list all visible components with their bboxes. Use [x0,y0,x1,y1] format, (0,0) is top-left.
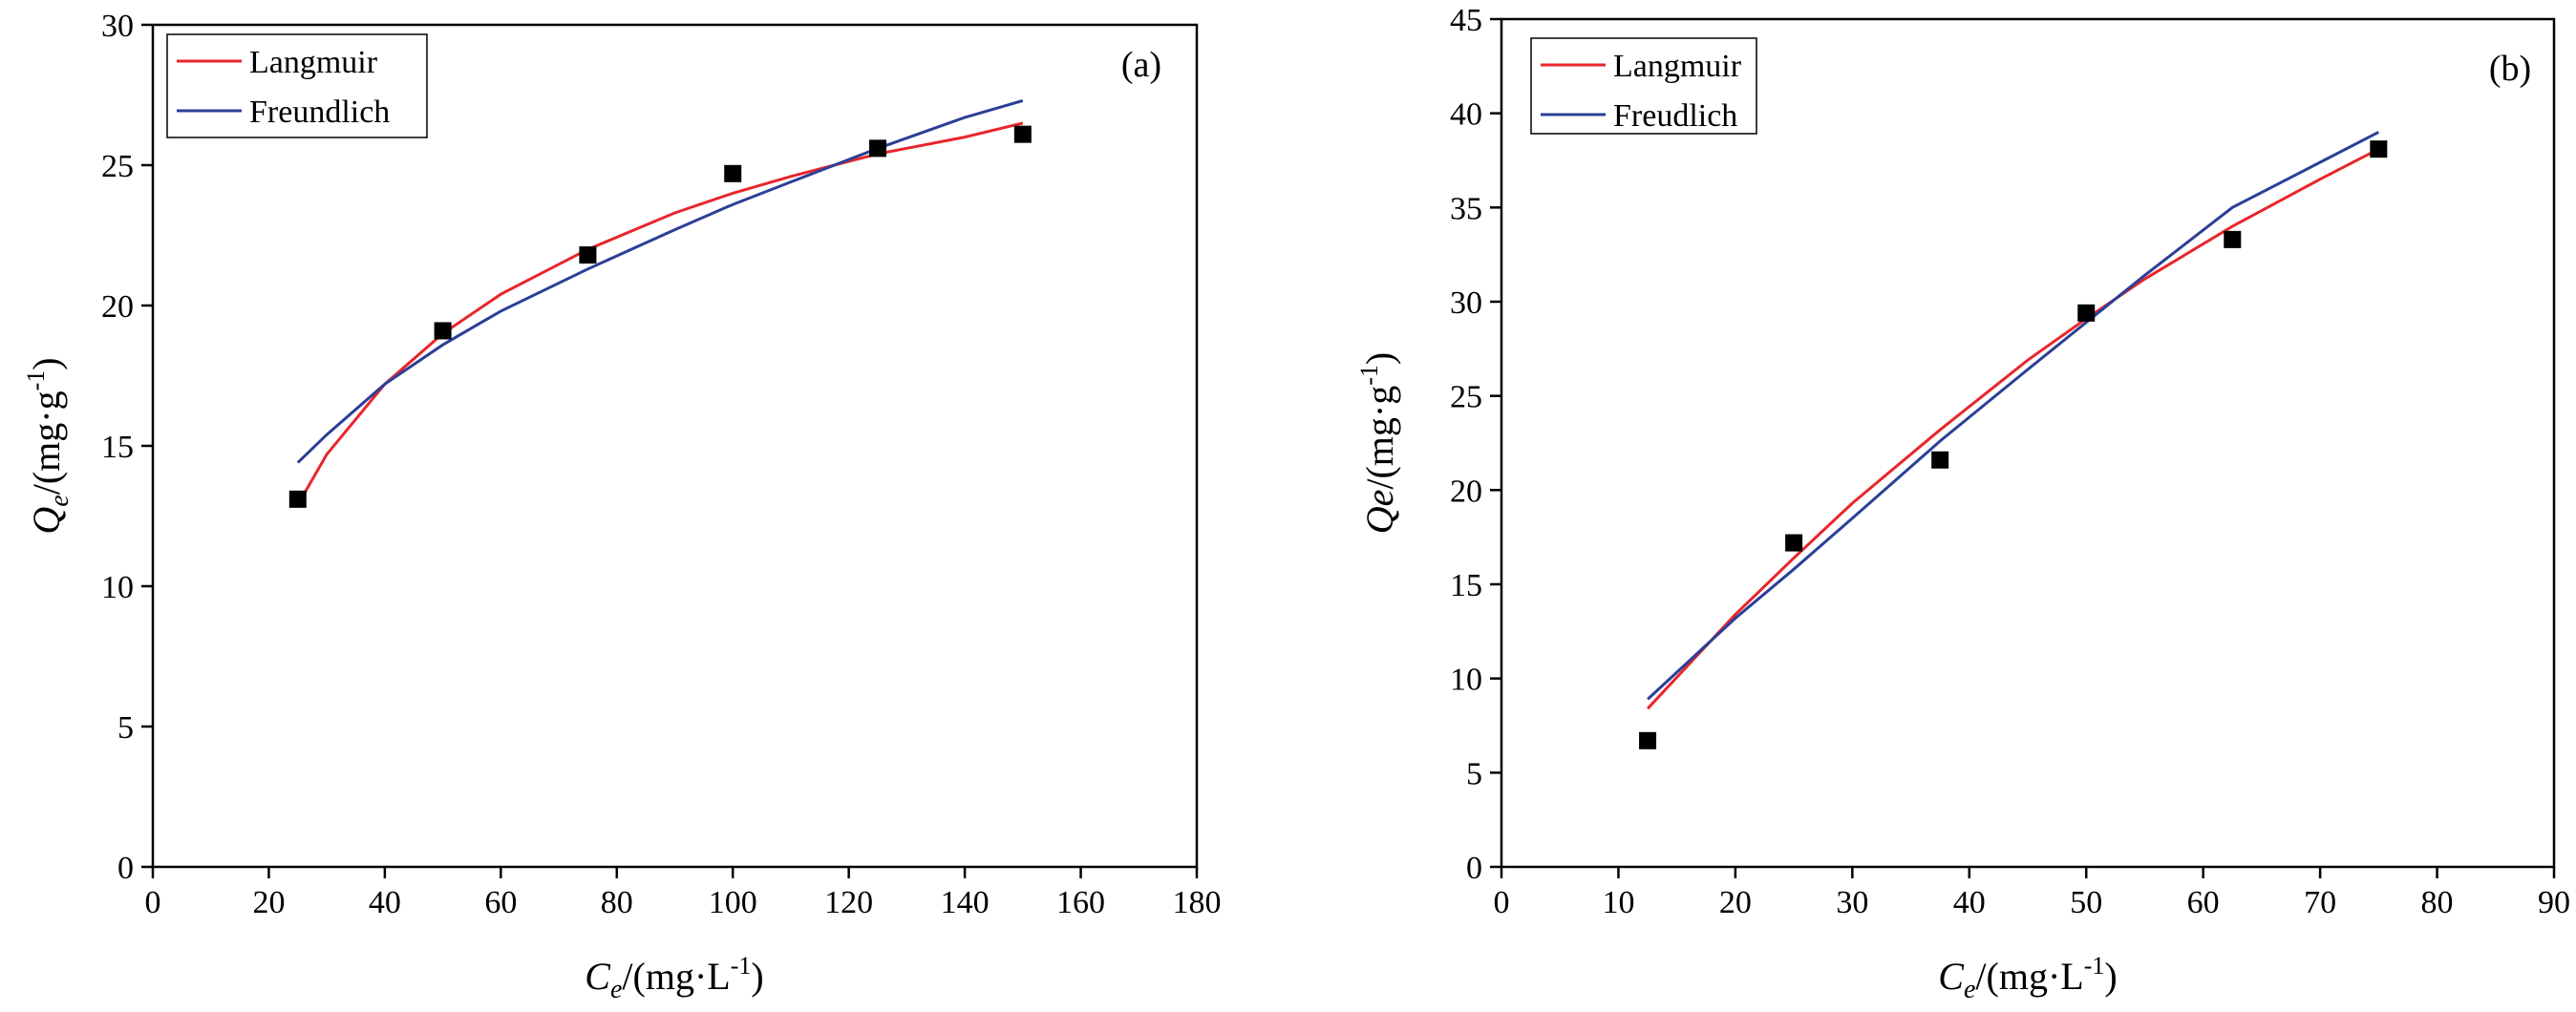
x-tick-label: 120 [824,885,873,920]
x-tick-label: 30 [1836,885,1868,920]
y-tick-label: 15 [1450,568,1482,603]
x-axis-title: Ce/(mg·L-1) [585,952,763,1004]
x-tick-label: 80 [2421,885,2454,920]
series-line-langmuir [296,121,1024,506]
y-tick-label: 5 [117,710,134,746]
data-point [724,164,742,182]
series-line-freundlich [296,98,1024,464]
legend-label: Langmuir [1613,49,1742,84]
y-tick-label: 30 [101,9,134,44]
x-tick-label: 60 [484,885,517,920]
chart-panel-b: 0 10 20 30 40 50 60 70 80 90 0 5 10 15 20 25 30 35 40 45 Lan… [1355,3,2570,1004]
x-tick-label: 20 [252,885,285,920]
y-tick-label: 10 [101,570,134,605]
y-tick-label: 10 [1450,663,1482,698]
x-axis-title: Ce/(mg·L-1) [1938,952,2117,1004]
data-point [1639,731,1657,749]
legend: Langmuir Freundlich [166,33,428,138]
y-tick-label: 30 [1450,285,1482,321]
chart-panel-a: 0 20 40 60 80 100 120 140 160 180 0 5 10 15 20 25 30 Lang… [22,9,1222,1004]
y-tick-label: 25 [1450,380,1482,415]
plot-frame [151,23,1199,869]
x-tick-label: 40 [369,885,401,920]
x-tick-label: 100 [709,885,757,920]
legend-label: Freudlich [1613,98,1737,134]
data-point [869,139,887,158]
y-tick-label: 0 [1466,851,1482,886]
x-tick-label: 70 [2304,885,2336,920]
x-tick-label: 140 [941,885,990,920]
y-tick-label: 15 [101,430,134,465]
data-point [1931,451,1949,469]
y-tick-label: 5 [1466,756,1482,791]
y-tick-label: 45 [1450,3,1482,38]
x-tick-label: 50 [2070,885,2102,920]
legend: Langmuir Freudlich [1530,37,1757,135]
x-tick-label: 10 [1602,885,1634,920]
data-point [2224,230,2242,248]
x-tick-label: 90 [2538,885,2570,920]
legend-box [1530,37,1757,135]
x-tick-label: 160 [1056,885,1105,920]
data-point [434,322,452,340]
x-tick-label: 80 [601,885,633,920]
series-line-langmuir [1647,147,2379,710]
legend-box [166,33,428,138]
data-point [1785,534,1803,552]
data-point [1013,125,1032,143]
y-axis-title: Qe/(mg·g-1) [1355,352,1401,535]
x-tick-label: 0 [1494,885,1510,920]
y-tick-label: 0 [117,851,134,886]
plot-frame [1500,17,2556,869]
data-point [2370,140,2388,158]
series-line-freudlich [1647,131,2379,701]
x-tick-label: 40 [1953,885,1986,920]
x-tick-label: 20 [1719,885,1752,920]
y-tick-label: 25 [101,149,134,184]
y-tick-label: 35 [1450,191,1482,226]
data-point [579,246,597,264]
data-point [288,490,307,508]
y-tick-label: 40 [1450,97,1482,133]
panel-label: (b) [2489,49,2531,89]
y-axis-title: Qe/(mg·g-1) [22,357,75,534]
legend-label: Freundlich [249,95,390,130]
x-tick-label: 180 [1173,885,1222,920]
x-tick-label: 0 [145,885,161,920]
legend-label: Langmuir [249,45,378,80]
x-tick-label: 60 [2187,885,2220,920]
panel-label: (a) [1121,45,1161,85]
y-tick-label: 20 [101,289,134,325]
data-point [2077,304,2096,322]
y-tick-label: 20 [1450,474,1482,509]
